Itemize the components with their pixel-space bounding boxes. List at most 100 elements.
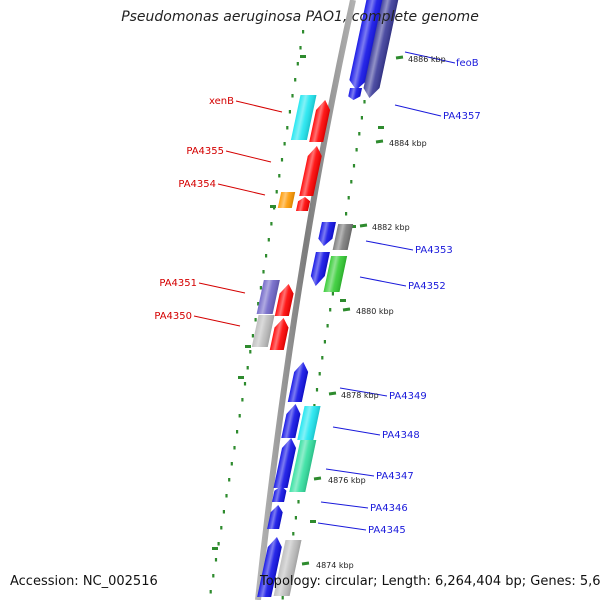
tick-label: 4876 kbp bbox=[328, 476, 366, 485]
gene-label-pa4357[interactable]: PA4357 bbox=[443, 111, 481, 122]
accession-label: Accession: NC_002516 bbox=[10, 574, 158, 589]
gc-dot bbox=[228, 478, 231, 482]
gc-dot bbox=[220, 526, 223, 530]
gc-dot bbox=[291, 94, 294, 98]
gc-dot bbox=[294, 516, 297, 520]
gene-features bbox=[251, 0, 401, 597]
gene-shine bbox=[287, 362, 309, 402]
tick-label: 4880 kbp bbox=[356, 307, 394, 316]
gene-lower-b bbox=[273, 540, 302, 596]
gene-pa4357 bbox=[348, 88, 363, 100]
gc-dash bbox=[212, 547, 218, 550]
gc-dot bbox=[323, 340, 326, 344]
gc-dash bbox=[310, 520, 316, 523]
gene-shine bbox=[273, 438, 297, 488]
gc-dot bbox=[254, 318, 257, 322]
gene-pa4351 bbox=[274, 284, 294, 316]
label-lines bbox=[193, 51, 456, 531]
gc-dash bbox=[238, 376, 244, 379]
gene-label-pa4354[interactable]: PA4354 bbox=[178, 179, 216, 190]
gc-dot bbox=[265, 254, 268, 258]
gene-label-pa4350[interactable]: PA4350 bbox=[154, 311, 192, 322]
gc-dot bbox=[286, 126, 289, 130]
gc-dash bbox=[300, 55, 306, 58]
gc-dot bbox=[315, 388, 319, 392]
tick-label: 4882 kbp bbox=[372, 223, 410, 232]
gene-label-feob[interactable]: feoB bbox=[456, 58, 479, 69]
leader-line-pa4345 bbox=[317, 522, 367, 531]
gene-label-pa4349[interactable]: PA4349 bbox=[389, 391, 427, 402]
gc-dot bbox=[246, 366, 249, 370]
gc-dot bbox=[238, 414, 241, 418]
gene-shine bbox=[348, 88, 363, 100]
gene-pa4345 bbox=[267, 505, 283, 529]
gc-content-dots bbox=[209, 30, 384, 600]
gene-pa4350 bbox=[269, 318, 289, 350]
leader-line-pa4349 bbox=[339, 387, 388, 397]
gene-shine bbox=[281, 404, 301, 438]
gene-shine bbox=[256, 280, 280, 314]
gene-label-pa4346[interactable]: PA4346 bbox=[370, 503, 408, 514]
gc-dash bbox=[350, 225, 356, 228]
leader-line-pa4348 bbox=[332, 426, 381, 436]
tick-mark bbox=[301, 561, 310, 566]
gene-label-xenb[interactable]: xenB bbox=[209, 96, 234, 107]
leader-line-pa4351 bbox=[198, 282, 246, 294]
gene-label-pa4345[interactable]: PA4345 bbox=[368, 525, 406, 536]
leader-line-pa4347 bbox=[325, 468, 375, 477]
gc-dot bbox=[302, 30, 305, 34]
gene-pa4353-a bbox=[318, 222, 336, 246]
gc-dot bbox=[318, 372, 321, 376]
leader-line-pa4346 bbox=[320, 501, 369, 509]
gene-shine bbox=[269, 318, 289, 350]
gc-dot bbox=[355, 148, 358, 152]
gene-label-pa4352[interactable]: PA4352 bbox=[408, 281, 446, 292]
gc-dot bbox=[331, 292, 334, 296]
gene-pa4352-a bbox=[310, 252, 330, 286]
gc-dot bbox=[326, 324, 329, 328]
map-title: Pseudomonas aeruginosa PAO1, complete ge… bbox=[121, 9, 479, 25]
gene-label-pa4353[interactable]: PA4353 bbox=[415, 245, 453, 256]
tick-mark bbox=[395, 55, 404, 60]
gene-label-pa4351[interactable]: PA4351 bbox=[159, 278, 197, 289]
leader-line-pa4353 bbox=[365, 240, 414, 251]
gene-shine bbox=[295, 197, 311, 211]
gc-dot bbox=[212, 574, 215, 578]
gene-shine bbox=[297, 406, 321, 440]
gene-feob-b bbox=[363, 0, 401, 98]
gc-dot bbox=[292, 532, 295, 536]
gene-shine bbox=[299, 146, 322, 196]
gc-dot bbox=[280, 158, 284, 162]
kbp-ticks bbox=[301, 55, 404, 566]
gene-pa4352 bbox=[323, 256, 348, 292]
gene-feob bbox=[349, 0, 387, 90]
gc-dot bbox=[214, 558, 218, 562]
genome-backbone bbox=[255, 0, 356, 600]
gc-dot bbox=[236, 430, 239, 434]
gene-xenb-a bbox=[290, 95, 317, 140]
gc-dot bbox=[345, 212, 348, 216]
gc-dot bbox=[358, 132, 361, 136]
gc-dot bbox=[230, 462, 233, 466]
leader-line-pa4350 bbox=[193, 315, 241, 327]
gene-pa4354 bbox=[277, 192, 296, 208]
gc-dot bbox=[363, 100, 366, 104]
gc-dot bbox=[270, 222, 273, 226]
gc-dot bbox=[251, 334, 254, 338]
gene-shine bbox=[273, 540, 302, 596]
gc-dot bbox=[233, 446, 236, 450]
gc-dot bbox=[275, 190, 278, 194]
gene-shine bbox=[332, 224, 354, 250]
gene-label-pa4347[interactable]: PA4347 bbox=[376, 471, 414, 482]
gc-dot bbox=[217, 542, 220, 546]
tick-mark bbox=[375, 139, 384, 144]
gene-shine bbox=[267, 505, 283, 529]
leader-line-xenb bbox=[235, 100, 283, 113]
leader-line-pa4352 bbox=[359, 276, 407, 287]
gene-label-pa4348[interactable]: PA4348 bbox=[382, 430, 420, 441]
gc-dot bbox=[313, 404, 316, 408]
gene-pa4350-a bbox=[251, 315, 275, 347]
gene-label-pa4355[interactable]: PA4355 bbox=[186, 146, 224, 157]
gc-dot bbox=[283, 142, 286, 146]
gc-dot bbox=[329, 308, 332, 312]
